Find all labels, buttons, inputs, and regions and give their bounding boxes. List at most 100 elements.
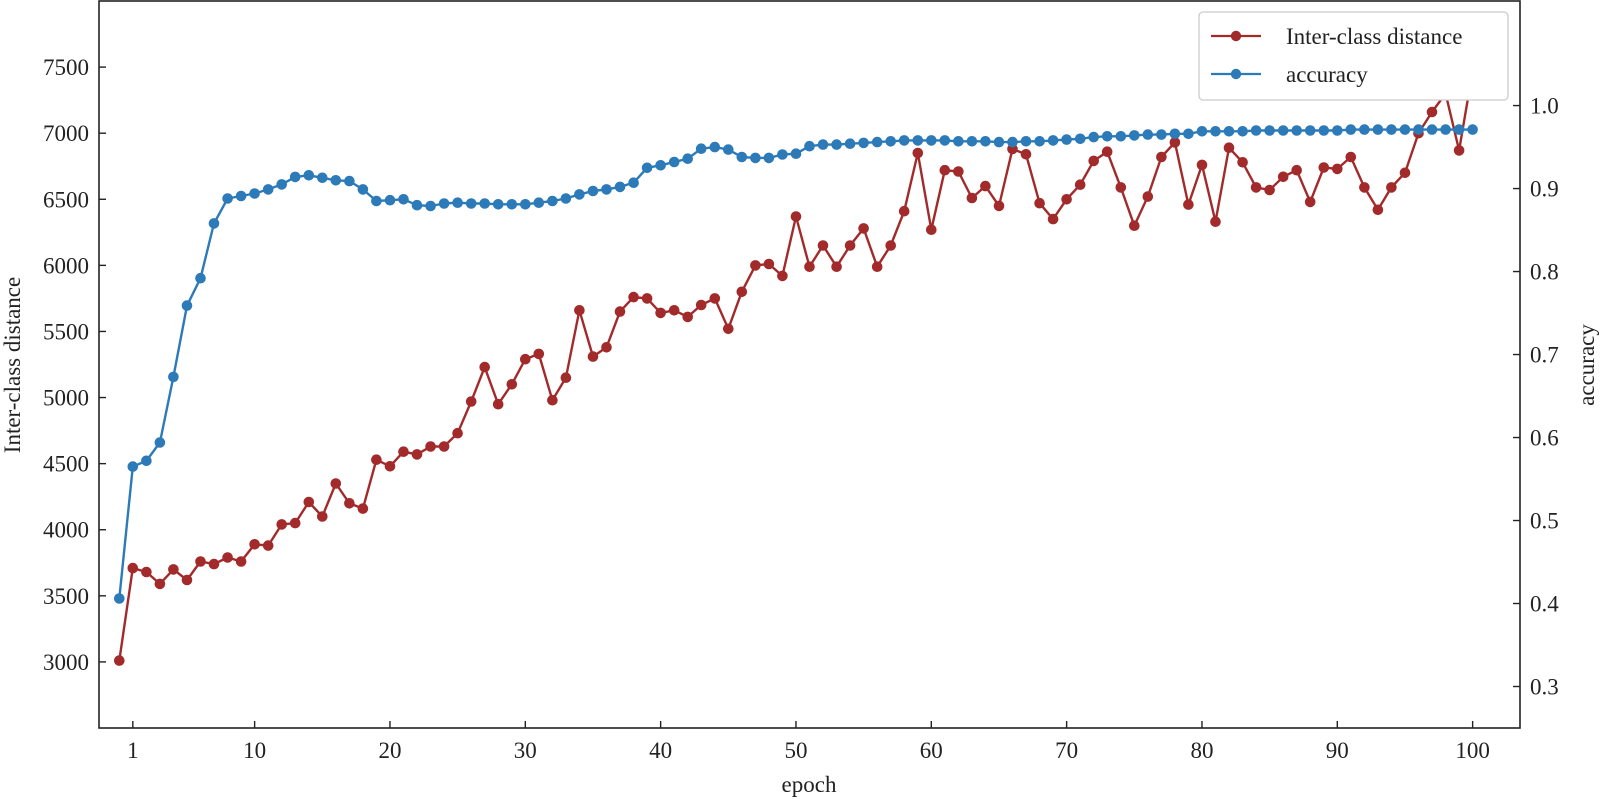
data-point-inter-class-distance: [344, 498, 355, 509]
data-point-inter-class-distance: [303, 496, 315, 508]
data-point-inter-class-distance: [1074, 179, 1086, 190]
data-point-accuracy: [655, 160, 666, 171]
data-point-inter-class-distance: [262, 540, 274, 551]
data-point-accuracy: [398, 194, 409, 205]
data-point-inter-class-distance: [1047, 213, 1059, 225]
data-point-inter-class-distance: [953, 166, 964, 177]
data-point-accuracy: [371, 195, 382, 207]
data-point-accuracy: [289, 171, 301, 183]
data-point-accuracy: [465, 198, 477, 209]
left-y-tick-label: 6500: [43, 187, 89, 212]
data-point-inter-class-distance: [1061, 194, 1072, 205]
data-point-accuracy: [966, 136, 978, 147]
data-point-accuracy: [723, 144, 734, 155]
data-point-accuracy: [1440, 124, 1451, 135]
data-point-inter-class-distance: [438, 441, 450, 452]
data-point-accuracy: [574, 189, 585, 200]
data-point-accuracy: [1318, 125, 1330, 136]
data-point-accuracy: [1196, 126, 1208, 137]
data-point-accuracy: [601, 184, 612, 195]
x-tick-label: 40: [649, 738, 672, 763]
data-point-accuracy: [736, 151, 748, 163]
x-tick-label: 80: [1190, 738, 1213, 763]
data-point-inter-class-distance: [384, 461, 396, 472]
data-point-inter-class-distance: [1183, 199, 1194, 210]
data-point-accuracy: [1156, 129, 1167, 140]
data-point-accuracy: [695, 143, 707, 154]
data-point-inter-class-distance: [1196, 159, 1208, 171]
data-point-inter-class-distance: [1020, 149, 1032, 160]
data-point-accuracy: [844, 138, 856, 149]
data-point-inter-class-distance: [492, 398, 504, 410]
data-point-inter-class-distance: [506, 379, 518, 390]
data-point-inter-class-distance: [614, 306, 626, 317]
data-point-inter-class-distance: [601, 342, 612, 353]
data-point-accuracy: [506, 199, 518, 210]
left-y-tick-label: 6000: [43, 253, 89, 278]
data-point-accuracy: [303, 170, 315, 181]
left-y-tick-label: 4000: [43, 518, 89, 543]
data-point-accuracy: [1007, 136, 1018, 148]
data-point-accuracy: [980, 136, 991, 147]
data-point-accuracy: [831, 139, 842, 150]
data-point-inter-class-distance: [398, 446, 409, 458]
data-point-inter-class-distance: [993, 200, 1005, 212]
series-accuracy: [114, 124, 1478, 604]
data-point-inter-class-distance: [668, 305, 680, 316]
right-y-tick-label: 0.9: [1530, 177, 1559, 202]
data-point-accuracy: [235, 190, 247, 202]
data-point-accuracy: [533, 197, 545, 208]
data-point-accuracy: [438, 198, 450, 209]
data-point-accuracy: [926, 135, 937, 146]
data-point-inter-class-distance: [844, 240, 856, 251]
data-point-inter-class-distance: [520, 353, 531, 365]
plot-frame: [98, 0, 1521, 729]
data-point-accuracy: [817, 139, 829, 150]
data-point-inter-class-distance: [127, 562, 139, 574]
data-point-inter-class-distance: [1304, 196, 1316, 208]
data-point-inter-class-distance: [736, 286, 748, 298]
data-point-inter-class-distance: [479, 361, 491, 373]
data-point-accuracy: [1061, 134, 1072, 145]
data-point-inter-class-distance: [939, 164, 951, 176]
data-point-accuracy: [1183, 128, 1194, 140]
data-point-inter-class-distance: [628, 291, 639, 303]
data-point-inter-class-distance: [1250, 182, 1262, 193]
data-point-accuracy: [1129, 130, 1140, 141]
data-point-accuracy: [168, 371, 179, 383]
data-point-inter-class-distance: [371, 454, 382, 466]
data-point-inter-class-distance: [709, 293, 721, 304]
data-point-accuracy: [222, 193, 233, 204]
data-point-accuracy: [1291, 125, 1302, 136]
data-point-accuracy: [276, 179, 288, 190]
data-point-inter-class-distance: [1223, 142, 1235, 153]
data-point-inter-class-distance: [817, 240, 829, 251]
data-point-accuracy: [777, 149, 788, 160]
data-point-accuracy: [1237, 126, 1248, 137]
data-point-accuracy: [953, 136, 964, 147]
data-point-inter-class-distance: [641, 293, 653, 304]
data-point-accuracy: [520, 199, 531, 210]
data-point-inter-class-distance: [1034, 197, 1045, 209]
x-tick-label: 100: [1455, 738, 1490, 763]
data-point-inter-class-distance: [141, 566, 152, 578]
data-point-inter-class-distance: [1345, 151, 1357, 163]
data-point-inter-class-distance: [1372, 204, 1384, 216]
data-point-accuracy: [614, 181, 626, 193]
legend-marker-accuracy: [1230, 68, 1242, 80]
right-y-axis-label: accuracy: [1574, 324, 1599, 406]
data-point-accuracy: [1264, 125, 1275, 136]
data-point-accuracy: [262, 184, 274, 195]
data-point-accuracy: [668, 156, 680, 168]
data-point-inter-class-distance: [777, 270, 788, 282]
data-point-inter-class-distance: [858, 223, 869, 234]
data-point-inter-class-distance: [980, 180, 991, 192]
x-tick-label: 90: [1326, 738, 1349, 763]
data-point-inter-class-distance: [682, 311, 693, 323]
x-tick-label: 20: [378, 738, 401, 763]
data-point-inter-class-distance: [1088, 155, 1099, 167]
data-point-inter-class-distance: [1101, 146, 1113, 157]
data-point-accuracy: [547, 195, 558, 207]
data-point-inter-class-distance: [1156, 151, 1167, 163]
